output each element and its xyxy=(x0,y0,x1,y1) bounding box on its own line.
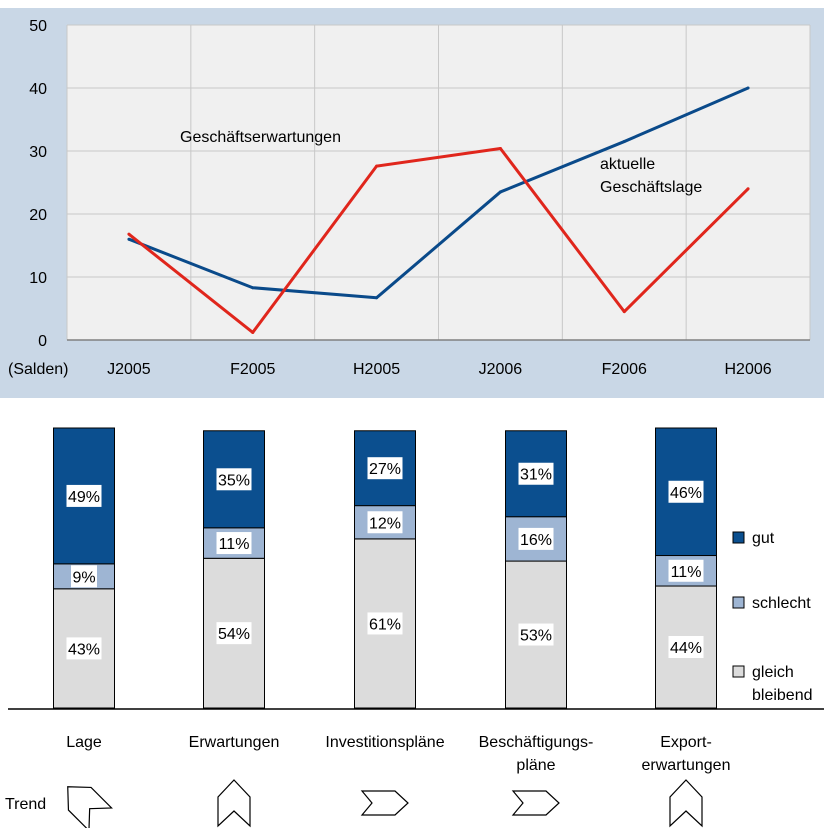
data-point xyxy=(622,140,626,144)
series-line xyxy=(128,86,749,300)
data-label: 12% xyxy=(369,515,401,532)
data-point xyxy=(746,187,750,191)
stacked-bar-chart: 43% 9% 49% Lage 54% 11% 35% Erwartungen 61% 12% 27… xyxy=(8,427,824,774)
legend-label-gut: gut xyxy=(752,530,775,547)
category-label-line2: pläne xyxy=(516,757,555,774)
data-point xyxy=(251,286,255,290)
y-tick-label: 50 xyxy=(29,18,47,35)
category-label: Beschäftigungs- xyxy=(479,734,594,751)
data-label-box xyxy=(367,457,403,480)
x-tick-label: H2006 xyxy=(725,361,772,378)
data-point xyxy=(746,86,750,90)
trend-arrow-right-icon xyxy=(360,790,409,816)
data-point xyxy=(127,237,131,241)
y-tick-label: 10 xyxy=(29,270,47,287)
data-label-box xyxy=(668,559,704,582)
category-label: Investitionspläne xyxy=(325,734,444,751)
legend-label-schlecht: schlecht xyxy=(752,595,811,612)
data-label: 11% xyxy=(219,536,250,553)
data-label-box xyxy=(668,480,704,503)
data-label: 44% xyxy=(670,640,702,657)
series-label-geschaeftslage: Geschäftslage xyxy=(600,179,702,196)
data-label-box xyxy=(367,612,403,635)
trend-row: Trend xyxy=(5,779,703,832)
data-label: 54% xyxy=(218,626,250,643)
data-label: 49% xyxy=(68,489,100,506)
legend-swatch-gut xyxy=(732,531,745,544)
category-label: Export- xyxy=(660,734,712,751)
data-label-box xyxy=(518,527,554,550)
y-tick-label: 30 xyxy=(29,144,47,161)
data-label-box xyxy=(66,637,102,660)
data-label-box xyxy=(367,511,403,534)
data-label: 53% xyxy=(520,628,552,645)
data-point xyxy=(375,164,379,168)
category-label: Lage xyxy=(66,734,102,751)
data-label: 11% xyxy=(671,564,702,581)
series-label-geschaeftserwartungen: Geschäftserwartungen xyxy=(180,129,341,146)
data-label: 31% xyxy=(520,467,552,484)
y-tick-label: 40 xyxy=(29,81,47,98)
series-label-aktuelle: aktuelle xyxy=(600,156,655,173)
data-point xyxy=(498,190,502,194)
data-label-box xyxy=(71,565,97,588)
legend-label-line2: bleibend xyxy=(752,687,813,704)
data-point xyxy=(251,330,255,334)
series-line xyxy=(127,146,750,334)
data-label-box xyxy=(216,622,252,645)
x-tick-label: F2006 xyxy=(602,361,647,378)
trend-arrow-up-left-icon xyxy=(67,786,113,832)
y-tick-label: 0 xyxy=(38,333,47,350)
data-label: 9% xyxy=(72,569,95,586)
data-label: 46% xyxy=(670,485,702,502)
data-label-box xyxy=(518,623,554,646)
y-unit-label: (Salden) xyxy=(8,361,68,378)
x-tick-label: F2005 xyxy=(230,361,275,378)
data-label: 43% xyxy=(68,641,100,658)
x-tick-label: H2005 xyxy=(353,361,400,378)
trend-arrow-up-icon xyxy=(217,779,251,828)
data-label: 27% xyxy=(369,461,401,478)
legend-label-gleich-bleibend: gleich xyxy=(752,664,794,681)
data-label: 35% xyxy=(218,472,250,489)
data-label-box xyxy=(216,532,252,555)
trend-label: Trend xyxy=(5,796,46,813)
data-label-box xyxy=(518,462,554,485)
trend-arrow-right-icon xyxy=(511,790,560,816)
x-tick-label: J2005 xyxy=(107,361,151,378)
x-tick-label: J2006 xyxy=(479,361,523,378)
legend-swatch-gleich-bleibend xyxy=(732,665,745,678)
data-point xyxy=(127,232,131,236)
data-label: 16% xyxy=(520,532,552,549)
data-point xyxy=(375,296,379,300)
data-label: 61% xyxy=(369,616,401,633)
category-label-line2: erwartungen xyxy=(642,757,731,774)
data-label-box xyxy=(668,636,704,659)
y-tick-label: 20 xyxy=(29,207,47,224)
data-label-box xyxy=(66,484,102,507)
trend-arrow-up-icon xyxy=(669,779,703,828)
category-label: Erwartungen xyxy=(189,734,280,751)
line-chart: 0 10 20 30 40 50 J2005 F2005 H2005 J2006 F2006 H200… xyxy=(0,8,824,398)
data-label-box xyxy=(216,468,252,491)
data-point xyxy=(498,146,502,150)
data-point xyxy=(622,310,626,314)
legend-swatch-schlecht xyxy=(732,596,745,609)
